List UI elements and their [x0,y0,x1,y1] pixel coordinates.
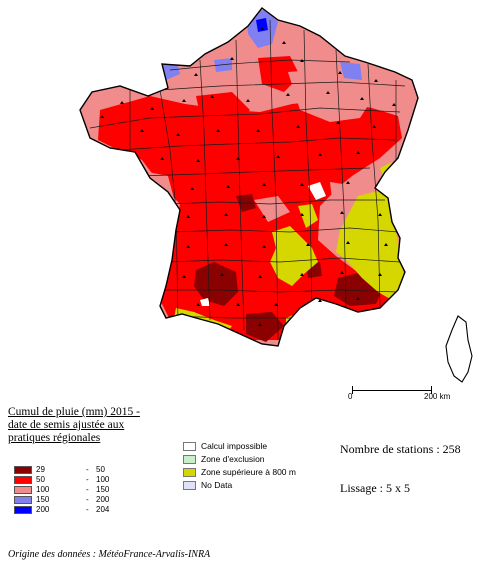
legend-swatch [14,506,32,514]
legend-swatch [14,476,32,484]
zone-label: No Data [201,480,233,490]
legend-class: 100 - 150 [14,485,134,495]
zone-legend: Calcul impossible Zone d'exclusion Zone … [183,441,323,493]
legend-swatch [14,496,32,504]
zone-swatch [183,468,196,477]
legend-to: 150 [96,485,110,494]
legend-classes: 29 - 50 50 - 100 100 - 150 150 - 200 200… [14,465,134,515]
zone-item: No Data [183,480,323,493]
legend-to: 204 [96,505,110,514]
legend-to: 200 [96,495,110,504]
zone-swatch [183,481,196,490]
legend-to: 100 [96,475,110,484]
legend-from: 29 [36,465,45,474]
legend-title: Cumul de pluie (mm) 2015 - date de semis… [8,406,140,444]
zone-label: Calcul impossible [201,441,268,451]
scale-max-label: 200 km [424,392,451,401]
data-source: Origine des données : MétéoFrance-Arvali… [8,549,211,560]
zone-label: Zone d'exclusion [201,454,265,464]
station-count: Nombre de stations : 258 [340,442,461,456]
legend-to: 50 [96,465,105,474]
legend-swatch [14,466,32,474]
zone-label: Zone supérieure à 800 m [201,467,296,477]
legend-from: 100 [36,485,50,494]
zone-item: Zone supérieure à 800 m [183,467,323,480]
legend-from: 200 [36,505,50,514]
scale-zero-label: 0 [348,392,353,401]
smoothing-info: Lissage : 5 x 5 [340,481,410,495]
legend-class: 50 - 100 [14,475,134,485]
zone-item: Zone d'exclusion [183,454,323,467]
rainfall-map [79,7,473,383]
legend-class: 29 - 50 [14,465,134,475]
legend-swatch [14,486,32,494]
legend-from: 50 [36,475,45,484]
legend-from: 150 [36,495,50,504]
zone-swatch [183,442,196,451]
legend-class: 200 - 204 [14,505,134,515]
scale-bar: 0 200 km [348,384,450,404]
zone-item: Calcul impossible [183,441,323,454]
corsica [445,315,473,383]
zone-swatch [183,455,196,464]
legend-class: 150 - 200 [14,495,134,505]
